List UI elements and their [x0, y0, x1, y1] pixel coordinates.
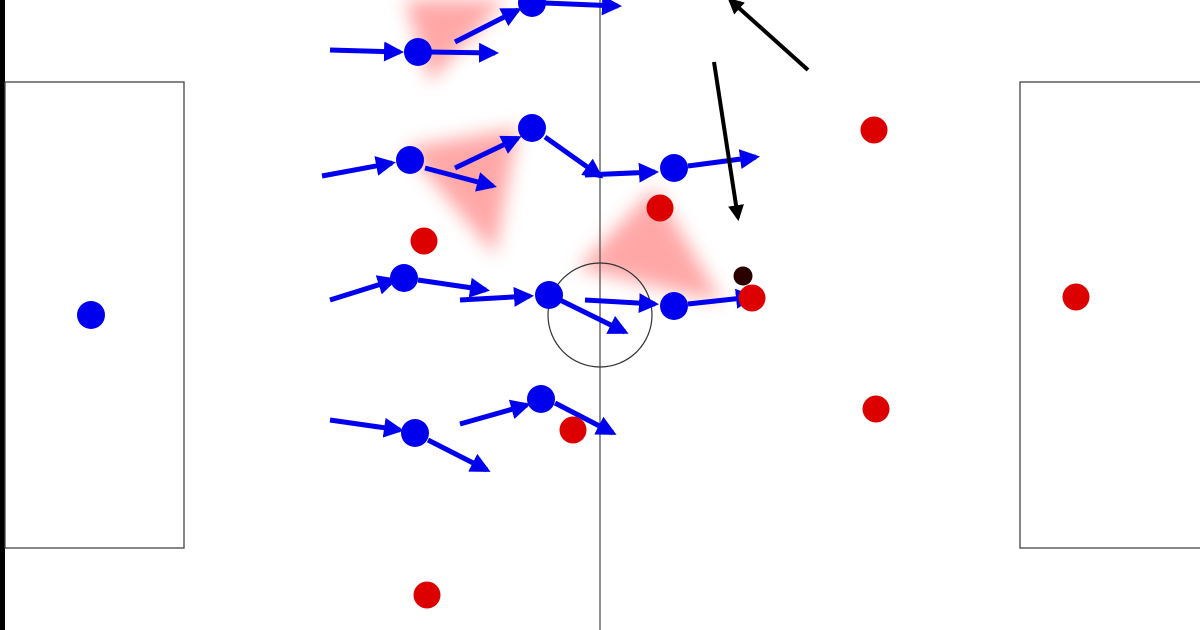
center-circle	[547, 262, 653, 368]
blue-movement-arrow	[553, 400, 617, 436]
blue-movement-arrow	[453, 135, 522, 171]
ball[interactable]	[733, 266, 753, 286]
red-player[interactable]	[1062, 283, 1090, 311]
blue-player[interactable]	[404, 38, 432, 66]
blue-movement-arrow	[429, 42, 499, 63]
blue-movement-arrow	[584, 162, 659, 183]
blue-player[interactable]	[390, 264, 418, 292]
blue-movement-arrow	[558, 297, 629, 335]
blue-movement-arrow	[417, 277, 490, 298]
blue-player[interactable]	[401, 419, 429, 447]
blue-movement-arrow	[321, 156, 396, 179]
blue-player[interactable]	[527, 385, 555, 413]
red-player[interactable]	[738, 284, 766, 312]
blue-player[interactable]	[660, 292, 688, 320]
blue-movement-arrow	[426, 437, 491, 473]
blue-player[interactable]	[660, 154, 688, 182]
blue-movement-arrow	[459, 286, 534, 307]
blue-movement-arrow	[329, 417, 404, 438]
blue-movement-arrow	[459, 399, 531, 427]
blue-movement-arrow	[329, 41, 404, 62]
right-penalty-box	[1019, 81, 1200, 549]
blue-movement-arrow	[543, 134, 604, 179]
blue-movement-arrow	[584, 293, 659, 314]
blue-player[interactable]	[518, 114, 546, 142]
blue-movement-arrow	[687, 149, 760, 170]
pitch-left-border	[0, 0, 5, 630]
red-player[interactable]	[413, 581, 441, 609]
blue-movement-arrow	[424, 165, 497, 192]
black-movement-arrow	[727, 0, 810, 72]
black-movement-arrow	[712, 61, 744, 222]
left-penalty-box	[4, 81, 185, 549]
blue-player[interactable]	[396, 146, 424, 174]
red-player[interactable]	[646, 194, 674, 222]
movement-arrows	[321, 0, 810, 473]
red-player[interactable]	[559, 416, 587, 444]
blue-movement-arrow	[329, 275, 398, 303]
blue-player[interactable]	[77, 301, 105, 329]
red-player[interactable]	[410, 227, 438, 255]
red-player[interactable]	[860, 116, 888, 144]
pressure-zone	[578, 188, 722, 302]
blue-player[interactable]	[535, 281, 563, 309]
players	[77, 0, 1090, 609]
blue-movement-arrow	[544, 0, 622, 16]
blue-player[interactable]	[518, 0, 546, 17]
blue-movement-arrow	[453, 7, 522, 45]
red-player[interactable]	[862, 395, 890, 423]
pressure-zone	[405, 128, 518, 255]
